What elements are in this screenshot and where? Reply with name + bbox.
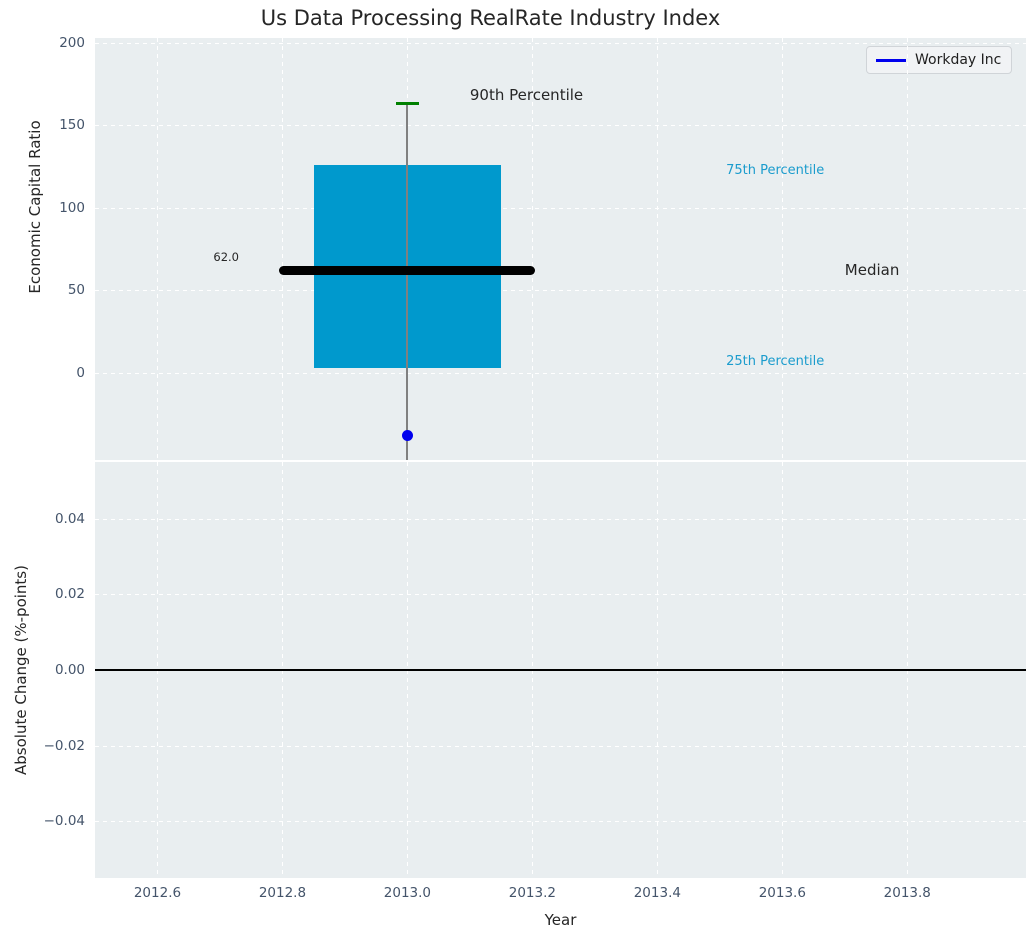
legend-label: Workday Inc: [915, 52, 1002, 68]
x-tick-label: 2013.8: [883, 885, 931, 901]
gridline: [95, 125, 1026, 127]
gridline: [95, 42, 1026, 44]
gridline: [95, 745, 1026, 747]
gridline: [95, 290, 1026, 292]
boxplot-median-line: [279, 265, 536, 275]
boxplot-90th-cap: [396, 102, 419, 106]
x-axis-label: Year: [544, 911, 577, 929]
zero-line: [95, 669, 1026, 671]
annotation-90th-percentile: 90th Percentile: [469, 85, 584, 104]
y-tick-label: 0.00: [54, 662, 85, 678]
gridline: [95, 821, 1026, 823]
y-tick-label: 0: [76, 364, 85, 381]
gridline: [95, 207, 1026, 209]
annotation-25th-percentile: 25th Percentile: [726, 354, 825, 370]
x-tick-label: 2013.6: [758, 885, 806, 901]
x-tick-label: 2013.2: [508, 885, 556, 901]
gridline: [782, 38, 784, 460]
gridline: [95, 518, 1026, 520]
legend-line-icon: [876, 58, 906, 62]
gridline: [532, 38, 534, 460]
bottom-y-axis-label: Absolute Change (%-points): [12, 565, 30, 775]
x-tick-label: 2013.0: [383, 885, 432, 901]
y-tick-label: −0.04: [43, 813, 85, 830]
y-tick-label: −0.02: [43, 737, 85, 754]
x-tick-label: 2012.6: [133, 885, 182, 901]
gridline: [282, 38, 284, 460]
y-tick-label: 200: [59, 34, 85, 51]
y-tick-label: 100: [59, 199, 85, 216]
annotation-median: Median: [844, 260, 900, 279]
y-tick-label: 0.02: [54, 586, 85, 603]
y-tick-label: 50: [67, 282, 85, 299]
gridline: [657, 38, 659, 460]
y-tick-label: 150: [59, 117, 85, 134]
gridline: [907, 38, 909, 460]
x-tick-label: 2012.8: [258, 885, 307, 901]
annotation-62-0: 62.0: [213, 250, 240, 265]
gridline: [95, 372, 1026, 374]
workday-data-point: [401, 429, 413, 441]
top-axes: [95, 38, 1026, 460]
y-tick-label: 0.04: [54, 510, 85, 527]
annotation-75th-percentile: 75th Percentile: [726, 163, 825, 179]
boxplot-whisker: [406, 103, 409, 460]
legend: Workday Inc: [866, 46, 1013, 74]
gridline: [157, 38, 159, 460]
x-tick-label: 2013.4: [633, 885, 681, 901]
chart-title: Us Data Processing RealRate Industry Ind…: [260, 6, 721, 30]
gridline: [95, 594, 1026, 596]
